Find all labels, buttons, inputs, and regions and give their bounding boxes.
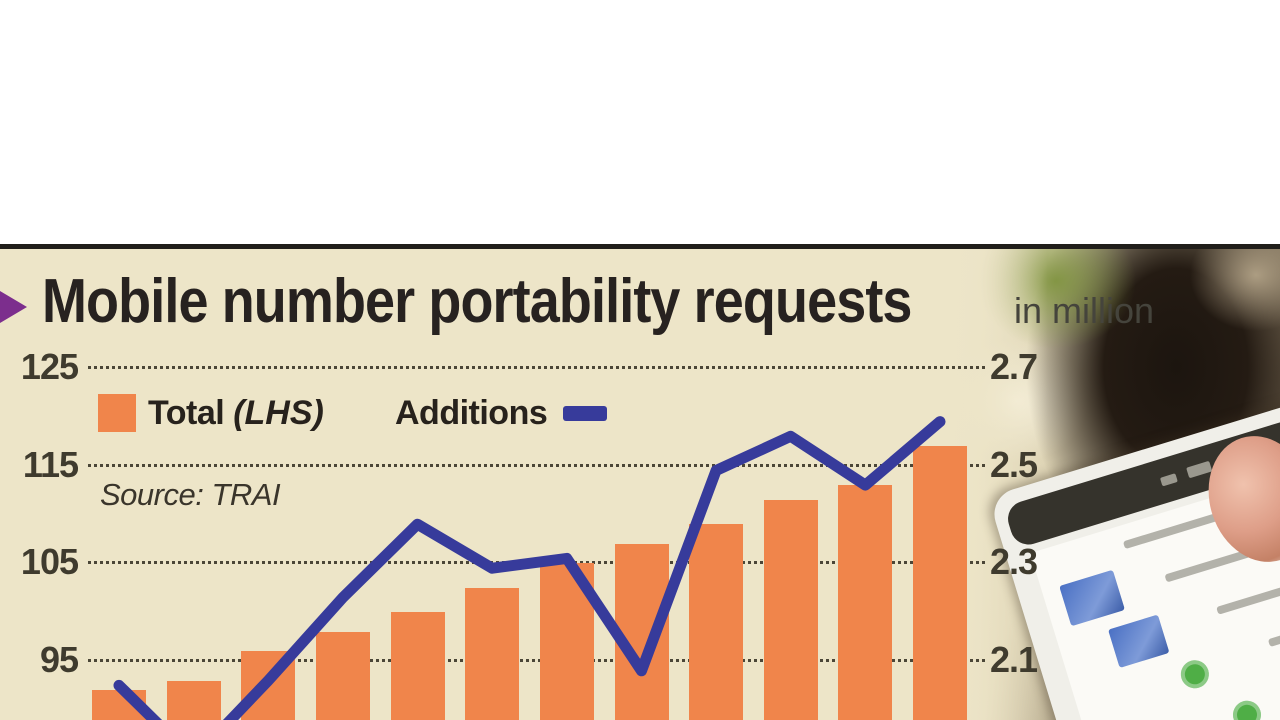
gridline bbox=[88, 463, 985, 467]
top-divider-rule bbox=[0, 244, 1280, 249]
left-axis-tick: 95 bbox=[39, 639, 79, 680]
phone-photo bbox=[948, 249, 1280, 720]
unit-label: in million bbox=[1014, 290, 1155, 331]
additions-line bbox=[113, 416, 946, 720]
right-axis-tick: 2.3 bbox=[990, 541, 1038, 583]
additions-swatch-icon bbox=[563, 405, 608, 421]
bar-total bbox=[838, 485, 893, 720]
right-axis-tick: 2.7 bbox=[990, 345, 1038, 387]
bar-total bbox=[166, 680, 221, 720]
left-axis-tick: 115 bbox=[22, 443, 79, 485]
chart-title: Mobile number portability requests bbox=[42, 267, 912, 336]
right-axis-tick: 2.1 bbox=[990, 639, 1038, 680]
right-axis-tick: 2.5 bbox=[990, 443, 1038, 485]
legend-additions-label: Additions bbox=[395, 394, 548, 432]
bullet-arrow-icon bbox=[0, 291, 27, 323]
legend-total-qualifier: (LHS) bbox=[233, 394, 324, 432]
legend-item-total: Total (LHS) bbox=[98, 392, 324, 434]
legend-item-additions: Additions bbox=[395, 392, 608, 434]
gridline bbox=[88, 659, 985, 662]
bar-total bbox=[315, 631, 370, 720]
gridline bbox=[88, 365, 985, 369]
total-swatch-icon bbox=[98, 394, 136, 432]
legend-total-label: Total bbox=[148, 394, 225, 432]
bar-total bbox=[689, 524, 744, 720]
bar-total bbox=[913, 446, 967, 720]
bar-total bbox=[763, 499, 818, 720]
bar-total bbox=[390, 612, 445, 720]
source-label: Source: TRAI bbox=[100, 477, 281, 512]
left-axis-tick: 125 bbox=[20, 345, 79, 387]
bar-total bbox=[465, 587, 520, 720]
left-axis-tick: 105 bbox=[20, 541, 79, 583]
